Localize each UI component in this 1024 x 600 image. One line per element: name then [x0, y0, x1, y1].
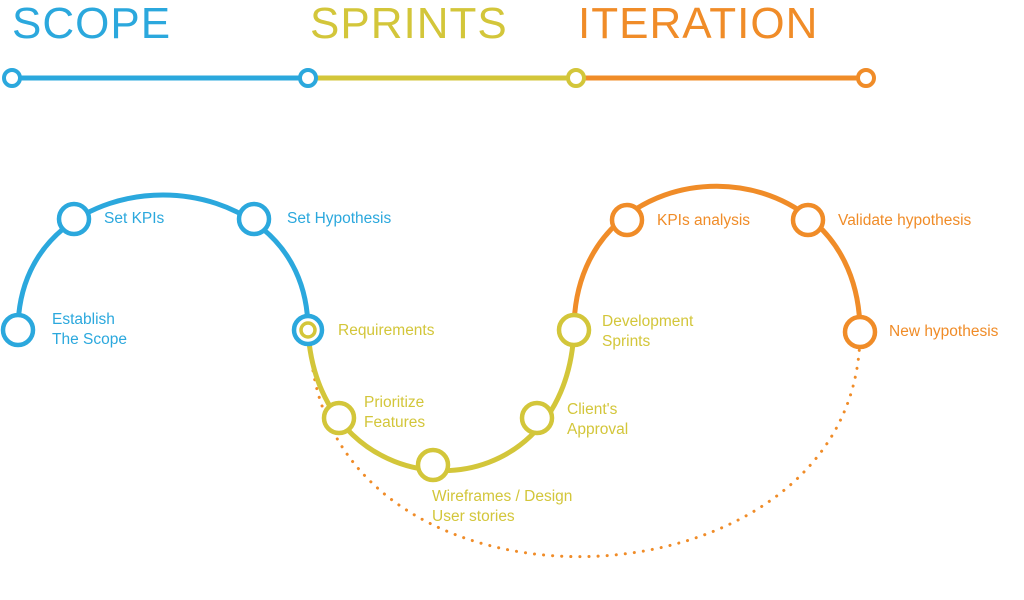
label-development-sprints-line1: Development — [602, 313, 694, 330]
timeline-node-scope-end — [298, 68, 318, 88]
node-development-sprints — [556, 312, 592, 348]
scope-arc — [15, 192, 311, 331]
label-prioritize-features-line1: Prioritize — [364, 394, 425, 411]
label-development-sprints: Development Sprints — [602, 312, 693, 352]
iteration-arc — [571, 183, 863, 333]
label-requirements: Requirements — [338, 322, 435, 339]
node-requirements-inner — [299, 321, 317, 339]
label-development-sprints-line2: Sprints — [602, 333, 651, 350]
label-client-approval: Client's Approval — [567, 400, 628, 440]
node-establish-scope — [0, 312, 36, 348]
timeline-node-start — [2, 68, 22, 88]
phase-title-iteration: ITERATION — [578, 0, 819, 48]
sprints-arc — [305, 329, 577, 473]
label-new-hypothesis: New hypothesis — [889, 323, 999, 340]
label-prioritize-features-line2: Features — [364, 414, 426, 431]
label-client-approval-line2: Approval — [567, 421, 629, 438]
phase-title-sprints: SPRINTS — [310, 0, 508, 48]
node-client-approval — [519, 400, 555, 436]
node-set-kpis — [56, 201, 92, 237]
timeline-node-end — [856, 68, 876, 88]
label-wireframes-line1: Wireframes / Design — [432, 488, 573, 505]
node-wireframes — [415, 447, 451, 483]
phase-title-scope: SCOPE — [12, 0, 172, 48]
label-set-kpis: Set KPIs — [104, 210, 165, 227]
label-validate-hypothesis: Validate hypothesis — [838, 212, 972, 229]
node-kpis-analysis — [609, 202, 645, 238]
label-wireframes: Wireframes / Design User stories — [432, 487, 572, 527]
label-prioritize-features: Prioritize Features — [364, 393, 425, 433]
label-establish-scope-line2: The Scope — [52, 331, 127, 348]
timeline-node-sprints-end — [566, 68, 586, 88]
label-set-hypothesis: Set Hypothesis — [287, 210, 392, 227]
node-prioritize-features — [321, 400, 357, 436]
label-establish-scope: Establish The Scope — [52, 310, 127, 350]
iteration-loop-dotted — [308, 330, 862, 558]
node-new-hypothesis — [842, 314, 878, 350]
node-validate-hypothesis — [790, 202, 826, 238]
label-establish-scope-line1: Establish — [52, 311, 115, 328]
label-kpis-analysis: KPIs analysis — [657, 212, 751, 229]
label-wireframes-line2: User stories — [432, 508, 515, 525]
label-client-approval-line1: Client's — [567, 401, 618, 418]
node-set-hypothesis — [236, 201, 272, 237]
